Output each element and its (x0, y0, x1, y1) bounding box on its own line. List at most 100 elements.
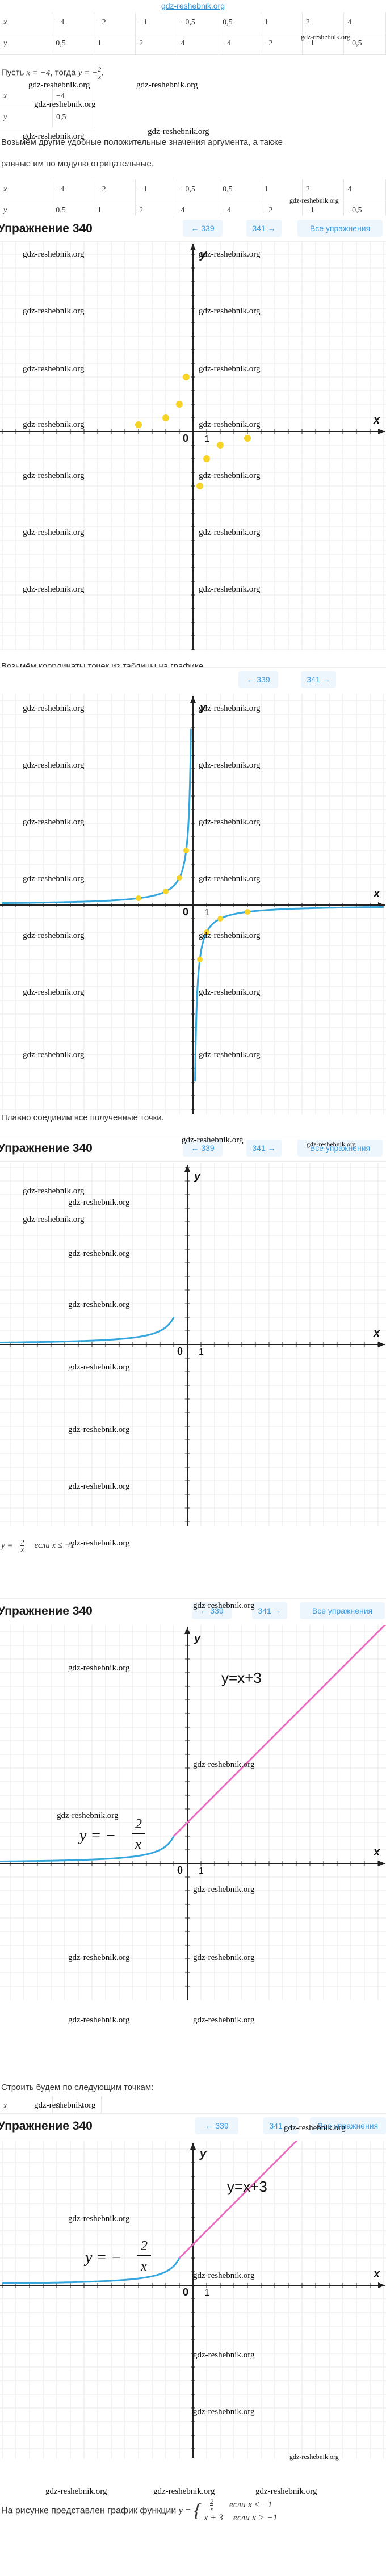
graph-left-branch: x y 0 1 (0, 1163, 386, 1526)
watermark-text: gdz-reshebnik.org (68, 1249, 130, 1258)
final-statement: На рисунке представлен график функции y … (1, 2498, 278, 2523)
line-label: y=x+3 (227, 2178, 267, 2195)
exercise-title: Упражнение 340 (0, 1142, 93, 1155)
table-cell: −4 (219, 33, 261, 55)
watermark-text: gdz-reshebnik.org (199, 585, 261, 594)
watermark-text: gdz-reshebnik.org (23, 585, 85, 594)
table-cell: −0,5 (177, 179, 220, 200)
watermark-text: gdz-reshebnik.org (68, 1363, 130, 1372)
axes (0, 696, 385, 1114)
watermark-text: gdz-reshebnik.org (193, 1760, 255, 1769)
table-cell: y (0, 107, 53, 128)
hyperbola-left-branch (2, 2257, 181, 2285)
x-axis-label: x (373, 414, 380, 426)
data-point (217, 916, 223, 922)
y-axis-label: y (199, 701, 207, 714)
data-point (217, 442, 224, 449)
hyperbola-right-branch (194, 906, 384, 1082)
graph-panel-5: x y 0 1 y=x+3 y = − 2 x (0, 2141, 386, 2458)
table-cell: 1 (94, 33, 136, 55)
table-cell: 2 (302, 179, 345, 200)
graph-panel-2: x y 0 1 (0, 694, 386, 1114)
data-point (196, 483, 203, 489)
prev-exercise-button[interactable]: ← 339 (183, 1140, 223, 1157)
data-point (177, 875, 182, 881)
graph-panel-1: x y 0 1 (0, 241, 386, 650)
watermark-text: gdz-reshebnik.org (199, 365, 261, 374)
x-axis-label: x (373, 887, 380, 900)
table-cell: −4 (52, 86, 95, 107)
watermark-text: gdz-reshebnik.org (307, 1140, 356, 1148)
watermark-text: gdz-reshebnik.org (199, 420, 261, 429)
value-table: x −4 −2 −1 −0,5 0,5 1 2 4 y 0,5 1 2 4 −4 −2 −1 −0,5 (0, 12, 386, 55)
watermark-text: gdz-reshebnik.org (199, 818, 261, 827)
watermark-text: gdz-reshebnik.org (199, 874, 261, 883)
all-exercises-button[interactable]: Все упражнения (297, 220, 383, 237)
watermark-text: gdz-reshebnik.org (199, 704, 261, 713)
watermark-text: gdz-reshebnik.org (23, 761, 85, 770)
watermark-text: gdz-reshebnik.org (193, 1953, 255, 1962)
all-exercises-button[interactable]: Все упражнения (297, 1140, 383, 1157)
watermark-text: gdz-reshebnik.org (23, 307, 85, 316)
next-exercise-button[interactable]: 341 → (301, 671, 336, 688)
watermark-text: gdz-reshebnik.org (23, 528, 85, 537)
watermark-text: gdz-reshebnik.org (23, 1215, 85, 1224)
table-cell: 0,5 (52, 33, 94, 55)
text-connect-points: Плавно соединим все полученные точки. (1, 1113, 164, 1122)
next-exercise-button[interactable]: 341 → (252, 1602, 287, 1619)
grid (0, 1625, 386, 2000)
prev-exercise-button[interactable]: ← 339 (238, 671, 278, 688)
watermark-text: gdz-reshebnik.org (153, 2487, 215, 2496)
unit-label: 1 (204, 908, 209, 918)
table-cell: 1 (261, 179, 303, 200)
x-axis-arrow (378, 1861, 385, 1866)
table-cell: −1 (135, 179, 178, 200)
watermark-text: gdz-reshebnik.org (199, 471, 261, 480)
graph-panel-3: x y 0 1 (0, 1163, 386, 1526)
svg-text:x: x (135, 1837, 141, 1852)
hyperbola-label: y = − 2 x (78, 1817, 145, 1852)
all-exercises-button[interactable]: Все упражнения (310, 2117, 386, 2134)
data-point (203, 455, 210, 462)
prev-exercise-button[interactable]: ← 339 (192, 1602, 232, 1619)
site-title-link[interactable]: gdz-reshebnik.org (161, 1, 225, 10)
watermark-text: gdz-reshebnik.org (182, 1136, 244, 1145)
watermark-text: gdz-reshebnik.org (68, 1300, 130, 1309)
axes (0, 1627, 385, 2000)
next-exercise-button[interactable]: 341 → (246, 220, 282, 237)
y-axis-arrow (184, 1165, 190, 1172)
axes (0, 2143, 385, 2458)
value-table-short: x −4 y 0,5 (0, 86, 95, 128)
table-cell: 2 (302, 12, 345, 33)
all-exercises-button[interactable]: Все упражнения (300, 1602, 385, 1619)
hyperbola-left-branch (0, 1317, 175, 1343)
watermark-text: gdz-reshebnik.org (193, 2351, 255, 2360)
next-exercise-button[interactable]: 341 → (263, 2117, 299, 2134)
next-exercise-button[interactable]: 341 → (246, 1140, 282, 1157)
watermark-text: gdz-reshebnik.org (23, 250, 85, 259)
unit-label: 1 (204, 434, 209, 444)
table-cell: −1 (135, 12, 178, 33)
watermark-text: gdz-reshebnik.org (136, 81, 198, 90)
watermark-text: gdz-reshebnik.org (23, 365, 85, 374)
data-point (135, 421, 142, 428)
watermark-text: gdz-reshebnik.org (193, 2407, 255, 2416)
watermark-text: gdz-reshebnik.org (57, 1811, 119, 1820)
watermark-text: gdz-reshebnik.org (23, 1187, 85, 1196)
exercise-nav-bar: Упражнение 340 ← 339 341 → Все упражнени… (0, 216, 386, 242)
prev-exercise-button[interactable]: ← 339 (195, 2117, 238, 2134)
table-cell: 1 (261, 12, 303, 33)
table-cell: y (0, 33, 53, 55)
watermark-text: gdz-reshebnik.org (199, 931, 261, 940)
watermark-text: gdz-reshebnik.org (199, 1050, 261, 1059)
watermark-text: gdz-reshebnik.org (68, 1539, 130, 1548)
watermark-text: gdz-reshebnik.org (68, 1953, 130, 1962)
origin-label: 0 (183, 2286, 188, 2298)
table-cell: 4 (343, 12, 386, 33)
svg-text:2: 2 (135, 1817, 142, 1832)
watermark-text: gdz-reshebnik.org (23, 420, 85, 429)
prev-exercise-button[interactable]: ← 339 (183, 220, 223, 237)
watermark-text: gdz-reshebnik.org (34, 2101, 96, 2110)
watermark-text: gdz-reshebnik.org (68, 1482, 130, 1491)
y-axis-arrow (190, 244, 196, 250)
